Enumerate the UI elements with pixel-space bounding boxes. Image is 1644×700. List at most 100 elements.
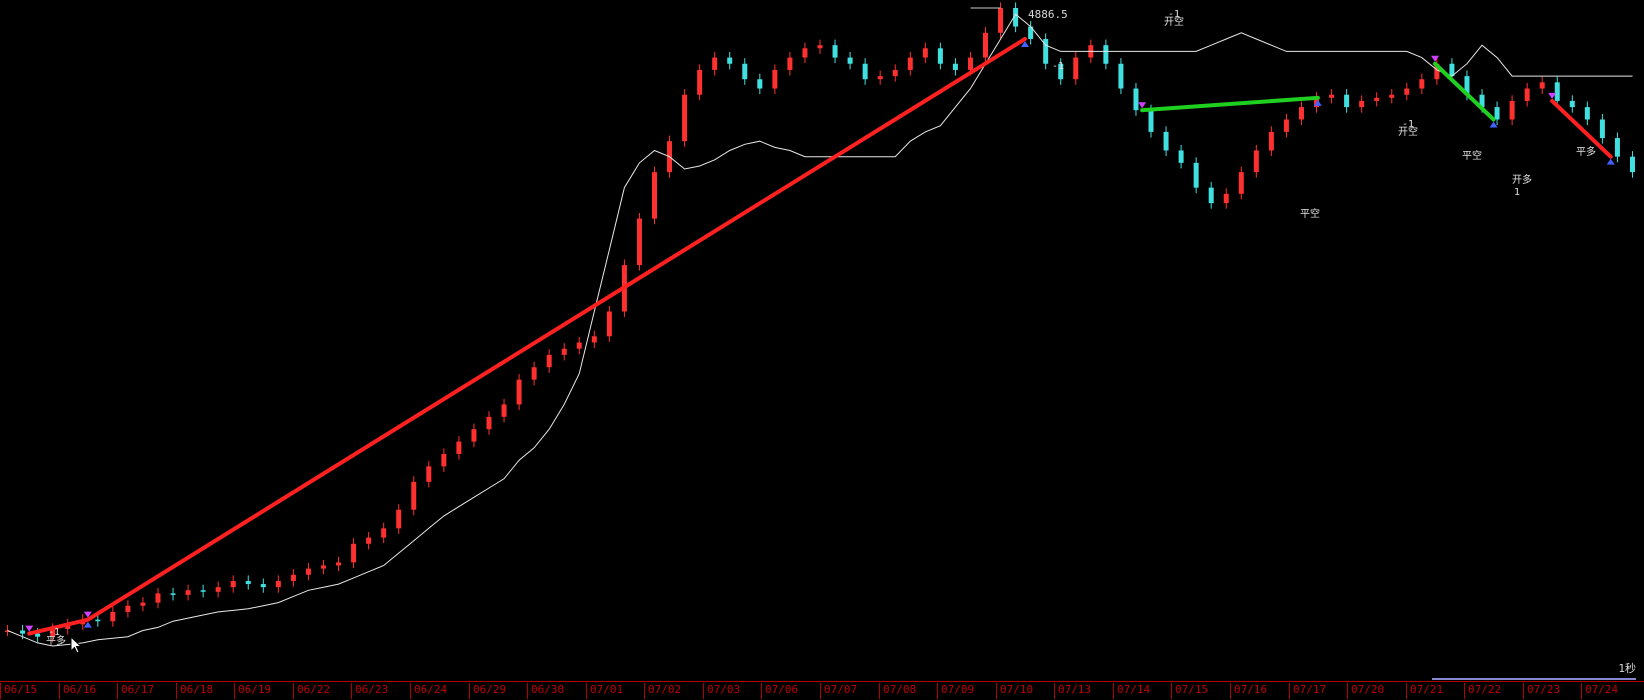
- candle-body: [1268, 131, 1274, 151]
- candle-body: [847, 57, 853, 64]
- signal-label-close-long-start: 平多: [46, 636, 66, 647]
- x-tick-separator: [176, 683, 177, 699]
- exit-marker: [83, 621, 92, 628]
- candle-body: [832, 45, 838, 58]
- signal-label-top-0: -1: [1052, 61, 1065, 72]
- candle-body: [200, 590, 206, 592]
- candle-body: [140, 602, 146, 606]
- candle-body: [215, 587, 221, 592]
- candle-body: [1133, 88, 1139, 111]
- speed-track[interactable]: [1432, 678, 1636, 680]
- candle-body: [862, 63, 868, 80]
- candle-body: [320, 565, 326, 569]
- candle-body: [636, 218, 642, 266]
- x-tick-label: 07/03: [707, 683, 741, 696]
- x-tick-separator: [293, 683, 294, 699]
- x-tick-label: 07/13: [1058, 683, 1092, 696]
- candle-body: [1283, 119, 1289, 132]
- candle-body: [1193, 162, 1199, 188]
- candle-body: [1118, 63, 1124, 89]
- candle-body: [1449, 63, 1455, 77]
- candle-body: [1614, 138, 1620, 157]
- x-tick-separator: [761, 683, 762, 699]
- candle-body: [471, 429, 477, 442]
- candle-body: [230, 580, 236, 588]
- x-tick-label: 07/23: [1527, 683, 1561, 696]
- candle-body: [1479, 94, 1485, 108]
- candle-body: [20, 630, 26, 634]
- x-tick-separator: [1581, 683, 1582, 699]
- candle-body: [1584, 107, 1590, 120]
- x-tick-label: 06/15: [4, 683, 38, 696]
- candle-body: [1539, 82, 1545, 89]
- candle-body: [1208, 187, 1214, 204]
- signal-label-top-start: -1: [48, 627, 61, 638]
- candle-body: [260, 584, 266, 588]
- x-tick-label: 07/15: [1175, 683, 1209, 696]
- candle-body: [1238, 172, 1244, 194]
- x-tick-label: 06/16: [63, 683, 97, 696]
- x-tick-separator: [1347, 683, 1348, 699]
- x-tick-separator: [996, 683, 997, 699]
- candle-body: [937, 48, 943, 64]
- x-tick-separator: [820, 683, 821, 699]
- x-tick-separator: [59, 683, 60, 699]
- signal-label-close-short-1: 平空: [1300, 209, 1320, 220]
- candle-body: [336, 562, 342, 566]
- candle-body: [1103, 45, 1109, 64]
- candle-body: [727, 57, 733, 64]
- candle-body: [1329, 94, 1335, 98]
- candle-body: [1569, 100, 1575, 108]
- candle-body: [95, 619, 101, 622]
- candle-body: [772, 69, 778, 89]
- candle-body: [1253, 150, 1259, 173]
- x-tick-separator: [1523, 683, 1524, 699]
- candle-body: [1599, 119, 1605, 139]
- candle-body: [1298, 107, 1304, 120]
- candle-body: [1419, 79, 1425, 89]
- x-tick-label: 06/22: [297, 683, 331, 696]
- candle-body: [1434, 63, 1440, 80]
- x-tick-separator: [586, 683, 587, 699]
- trade-line: [27, 617, 90, 636]
- x-tick-label: 07/24: [1585, 683, 1619, 696]
- x-tick-label: 07/10: [1000, 683, 1034, 696]
- x-axis: [0, 681, 1644, 700]
- candle-body: [1073, 57, 1079, 80]
- candle-body: [65, 624, 71, 629]
- candle-body: [561, 348, 567, 355]
- x-tick-label: 07/02: [648, 683, 682, 696]
- candle-body: [1163, 131, 1169, 151]
- x-tick-label: 06/24: [414, 683, 448, 696]
- candle-body: [35, 633, 41, 637]
- candle-body: [757, 79, 763, 89]
- candle-body: [697, 69, 703, 95]
- candle-body: [5, 630, 11, 633]
- x-tick-separator: [937, 683, 938, 699]
- mouse-cursor-icon: [70, 636, 83, 654]
- candle-body: [1028, 26, 1034, 39]
- x-tick-label: 06/29: [473, 683, 507, 696]
- entry-marker: [1548, 92, 1557, 99]
- candle-body: [366, 537, 372, 544]
- candle-body: [1524, 88, 1530, 101]
- candle-body: [1148, 110, 1154, 132]
- candle-body: [892, 69, 898, 77]
- x-tick-label: 07/22: [1468, 683, 1502, 696]
- x-tick-label: 07/14: [1117, 683, 1151, 696]
- x-tick-separator: [410, 683, 411, 699]
- x-tick-label: 07/17: [1293, 683, 1327, 696]
- x-tick-label: 06/17: [121, 683, 155, 696]
- index-line: [7, 13, 1633, 647]
- candle-body: [983, 32, 989, 58]
- candle-body: [125, 605, 131, 612]
- signal-label-top-1: -1: [1168, 9, 1181, 20]
- exit-marker: [1021, 40, 1029, 47]
- x-tick-separator: [1054, 683, 1055, 699]
- candle-body: [802, 48, 808, 58]
- x-tick-label: 06/23: [355, 683, 389, 696]
- x-tick-label: 07/06: [765, 683, 799, 696]
- candle-body: [456, 441, 462, 454]
- trade-line: [1550, 98, 1613, 159]
- candle-body: [591, 336, 597, 343]
